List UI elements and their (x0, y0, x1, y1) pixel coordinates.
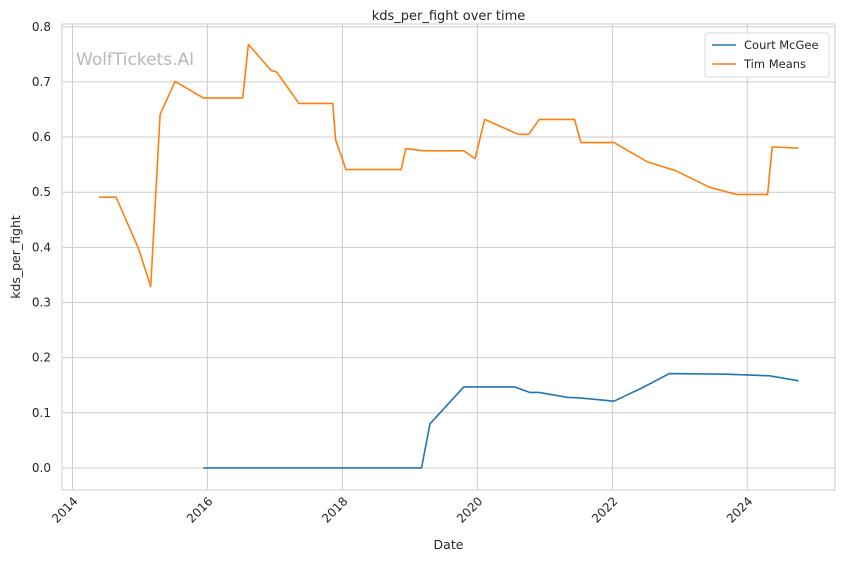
y-tick-label: 0.4 (32, 240, 51, 254)
y-tick-label: 0.1 (32, 406, 51, 420)
y-axis-title: kds_per_fight (8, 215, 23, 299)
x-axis-title: Date (434, 537, 464, 552)
series-line-tim-means (99, 43, 799, 288)
plot-area-frame (61, 23, 836, 491)
legend: Court McGee Tim Means (704, 32, 830, 78)
series-lines (99, 43, 799, 469)
y-tick-label: 0.3 (32, 295, 51, 309)
y-tick-label: 0.5 (32, 185, 51, 199)
y-tick-label: 0.0 (32, 461, 51, 475)
chart-title: kds_per_fight over time (372, 9, 526, 24)
y-tick-label: 0.6 (32, 130, 51, 144)
y-tick-label: 0.7 (32, 75, 51, 89)
legend-label-court-mcgee: Court McGee (744, 38, 819, 52)
grid (62, 24, 835, 490)
legend-label-tim-means: Tim Means (743, 57, 806, 71)
legend-frame (704, 32, 830, 78)
y-tick-label: 0.2 (32, 351, 51, 365)
watermark-text: WolfTickets.AI (76, 50, 194, 70)
y-tick-label: 0.8 (32, 20, 51, 34)
